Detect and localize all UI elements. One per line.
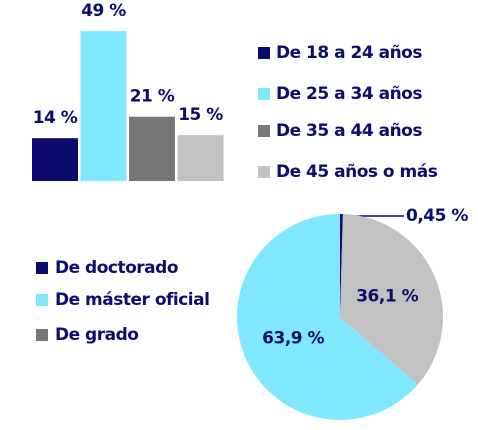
value-label: 36,1 % bbox=[356, 286, 418, 306]
value-label: 21 % bbox=[130, 87, 175, 107]
legend-label: De 25 a 34 años bbox=[276, 84, 422, 104]
legend-label: De 35 a 44 años bbox=[276, 121, 422, 141]
bar bbox=[80, 31, 127, 182]
value-label: 14 % bbox=[33, 108, 78, 128]
pie-slice bbox=[340, 214, 444, 385]
legend-swatch bbox=[36, 262, 48, 274]
legend-swatch bbox=[36, 294, 48, 306]
bar bbox=[177, 135, 224, 181]
value-label: 63,9 % bbox=[262, 328, 324, 348]
pie-slice bbox=[340, 214, 343, 317]
legend-swatch bbox=[258, 166, 270, 178]
value-label: 0,45 % bbox=[406, 206, 468, 226]
value-label: 15 % bbox=[178, 105, 223, 125]
bar bbox=[129, 116, 175, 181]
legend-swatch bbox=[36, 329, 48, 341]
legend-swatch bbox=[258, 125, 270, 137]
pie-slice bbox=[237, 214, 418, 420]
legend-label: De doctorado bbox=[55, 258, 178, 278]
legend-label: De 45 años o más bbox=[276, 162, 438, 182]
bar bbox=[32, 138, 78, 181]
legend-label: De grado bbox=[55, 325, 138, 345]
legend-label: De 18 a 24 años bbox=[276, 43, 422, 63]
legend-swatch bbox=[258, 88, 270, 100]
legend-swatch bbox=[258, 47, 270, 59]
value-label: 49 % bbox=[81, 1, 126, 21]
legend-label: De máster oficial bbox=[55, 290, 209, 310]
